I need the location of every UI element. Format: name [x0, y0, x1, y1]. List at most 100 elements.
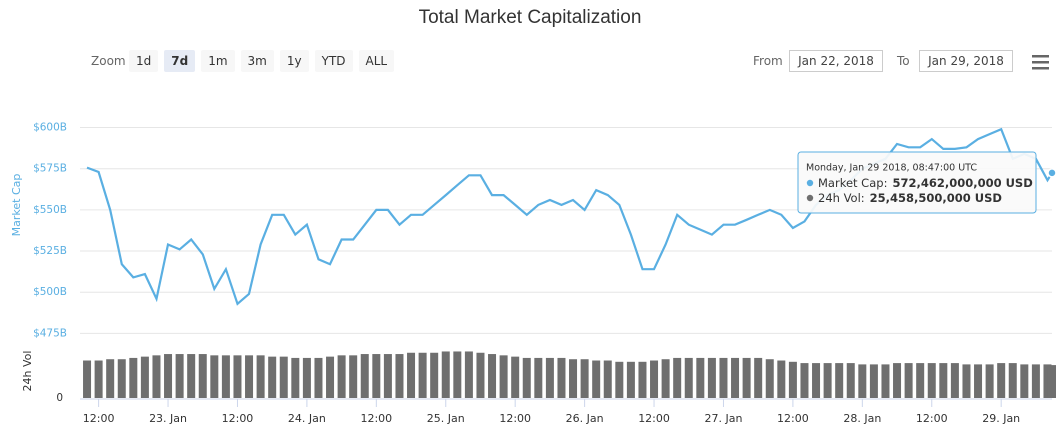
volume-bar: [210, 355, 219, 398]
volume-bar: [221, 355, 230, 398]
volume-bar: [175, 354, 184, 398]
menu-bar: [1032, 55, 1049, 58]
volume-bar: [812, 363, 821, 398]
y-tick-label: $525B: [33, 245, 67, 257]
tooltip-date: Monday, Jan 29 2018, 08:47:00 UTC: [806, 163, 977, 174]
volume-bar: [719, 357, 728, 398]
volume-bar: [117, 359, 126, 398]
x-tick-label: 23. Jan: [149, 412, 187, 425]
volume-bar: [754, 357, 763, 398]
y-tick-label: $575B: [33, 163, 67, 175]
volume-bar: [268, 356, 277, 398]
volume-bar: [187, 354, 196, 398]
zoom-button[interactable]: 1m: [201, 50, 235, 72]
volume-bar: [835, 363, 844, 398]
volume-bar: [765, 359, 774, 398]
x-tick-label: 12:00: [83, 412, 115, 425]
volume-bar: [164, 354, 173, 398]
volume-bar: [788, 361, 797, 398]
volume-bar: [731, 357, 740, 398]
y-axis-title: Market Cap: [10, 174, 23, 237]
tooltip-bullet: [806, 179, 814, 187]
volume-bar: [383, 354, 392, 398]
volume-bar: [603, 360, 612, 398]
volume-bar: [904, 363, 913, 398]
to-label: To: [897, 54, 910, 68]
volume-bar: [83, 360, 92, 398]
volume-bar: [441, 351, 450, 398]
x-tick-label: 29. Jan: [982, 412, 1020, 425]
volume-bar: [742, 357, 751, 398]
volume-bar: [939, 363, 948, 398]
volume-bar: [279, 356, 288, 398]
volume-bar: [673, 357, 682, 398]
y2-axis-title: 24h Vol: [21, 351, 34, 392]
volume-bar: [1047, 365, 1057, 398]
menu-icon[interactable]: [1032, 55, 1049, 70]
x-tick-label: 12:00: [360, 412, 392, 425]
menu-bar: [1032, 61, 1049, 64]
x-tick-label: 26. Jan: [566, 412, 604, 425]
volume-bar: [395, 354, 404, 398]
y-tick-label: $500B: [33, 286, 67, 298]
hover-marker: [1047, 168, 1057, 178]
volume-bar: [846, 363, 855, 398]
volume-bar: [129, 357, 138, 398]
volume-bar: [534, 357, 543, 398]
volume-bar: [418, 352, 427, 398]
zoom-label: Zoom: [91, 54, 126, 68]
y-tick-label: $550B: [33, 204, 67, 216]
volume-bar: [106, 359, 115, 398]
volume-bar: [1020, 364, 1029, 398]
volume-bar: [407, 352, 416, 398]
x-tick-label: 12:00: [777, 412, 809, 425]
volume-bar: [881, 364, 890, 398]
x-tick-label: 25. Jan: [427, 412, 465, 425]
volume-bar: [545, 357, 554, 398]
zoom-button[interactable]: 1d: [129, 50, 159, 72]
volume-bar: [1031, 364, 1040, 398]
volume-bar: [638, 361, 647, 398]
zoom-button[interactable]: ALL: [358, 50, 395, 72]
volume-bar: [696, 357, 705, 398]
volume-bar: [950, 363, 959, 398]
volume-bar: [626, 361, 635, 398]
volume-bar: [985, 364, 994, 398]
tooltip-value: 572,462,000,000 USD: [892, 176, 1032, 190]
x-tick-label: 12:00: [638, 412, 670, 425]
volume-bar: [94, 360, 103, 398]
volume-bar: [326, 356, 335, 398]
tooltip-box: [797, 151, 1037, 214]
y-tick-label: $600B: [33, 122, 67, 134]
volume-bar: [869, 364, 878, 398]
volume-bar: [372, 354, 381, 398]
volume-bar: [615, 361, 624, 398]
chart-title: Total Market Capitalization: [419, 7, 642, 28]
volume-bar: [916, 363, 925, 398]
volume-bar: [823, 363, 832, 398]
volume-bar: [499, 355, 508, 398]
zoom-button[interactable]: 7d: [164, 50, 196, 72]
volume-bar: [1008, 363, 1017, 398]
from-input[interactable]: Jan 22, 2018: [789, 50, 883, 72]
volume-bar: [962, 364, 971, 398]
zoom-button[interactable]: 3m: [240, 50, 274, 72]
y-tick-label: $475B: [33, 327, 67, 339]
x-tick-label: 12:00: [499, 412, 531, 425]
volume-bar: [569, 359, 578, 398]
volume-bar: [464, 351, 473, 398]
market-cap-line: [86, 127, 1053, 306]
volume-bar: [858, 364, 867, 398]
volume-bar: [453, 351, 462, 398]
volume-bar: [314, 357, 323, 398]
zoom-button[interactable]: 1y: [279, 50, 309, 72]
to-input[interactable]: Jan 29, 2018: [919, 50, 1013, 72]
x-tick-label: 24. Jan: [288, 412, 326, 425]
volume-bar: [291, 357, 300, 398]
zoom-button[interactable]: YTD: [314, 50, 353, 72]
volume-bar: [650, 360, 659, 398]
volume-bar: [233, 355, 242, 398]
volume-bar: [927, 363, 936, 398]
